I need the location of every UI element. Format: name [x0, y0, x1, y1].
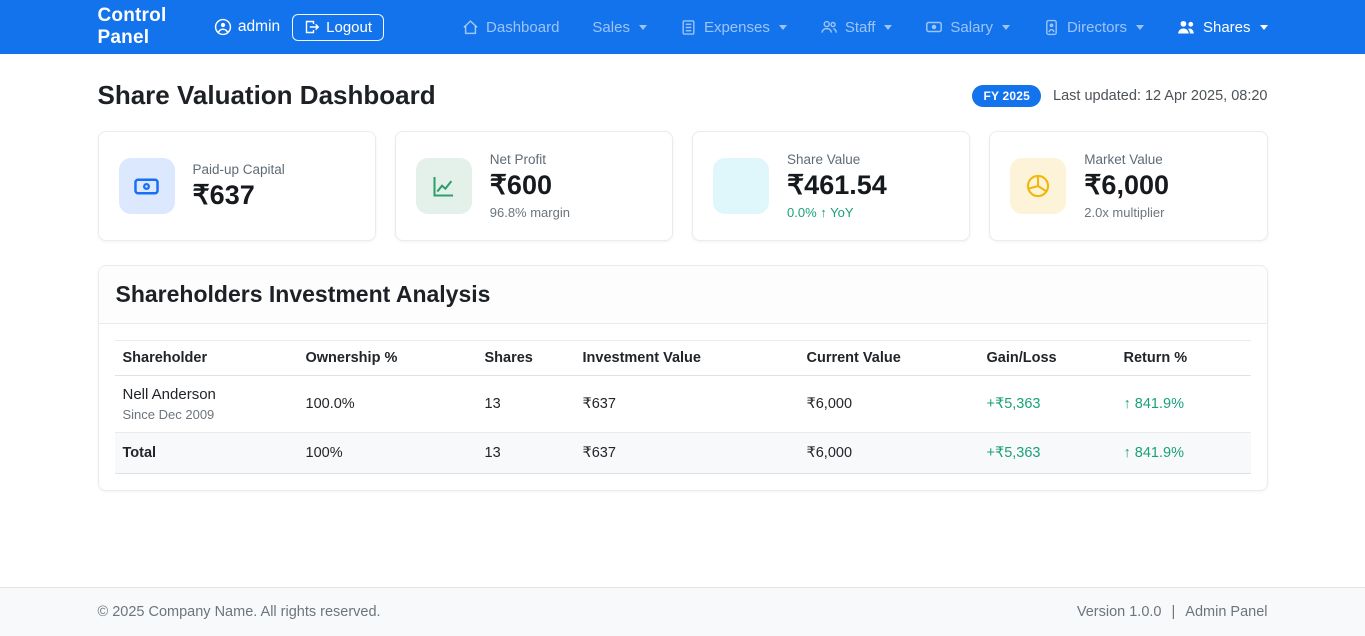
chevron-down-icon — [1260, 25, 1268, 30]
chevron-down-icon — [1136, 25, 1144, 30]
table-row: Nell Anderson Since Dec 2009 100.0% 13 ₹… — [115, 376, 1251, 433]
total-shares: 13 — [477, 433, 575, 474]
chevron-down-icon — [884, 25, 892, 30]
cell-gain: +₹5,363 — [979, 376, 1116, 433]
shareholder-since: Since Dec 2009 — [123, 407, 290, 422]
nav-label: Sales — [592, 19, 630, 36]
card-net-profit: Net Profit ₹600 96.8% margin — [395, 131, 673, 241]
stat-value: ₹637 — [193, 180, 285, 211]
nav-item-staff[interactable]: Staff — [820, 18, 893, 36]
cell-ownership: 100.0% — [298, 376, 477, 433]
page: Control Panel admin — [0, 0, 1365, 636]
people-fill-icon — [1177, 18, 1196, 37]
cash-icon — [925, 18, 943, 36]
card-paid-up-capital: Paid-up Capital ₹637 — [98, 131, 376, 241]
nav-label: Dashboard — [486, 19, 559, 36]
section-header: Shareholders Investment Analysis — [99, 266, 1267, 324]
nav-label: Expenses — [704, 19, 770, 36]
page-title: Share Valuation Dashboard — [98, 80, 436, 111]
fiscal-year-badge: FY 2025 — [972, 85, 1041, 107]
person-circle-icon — [214, 18, 232, 36]
shareholder-name: Nell Anderson — [123, 386, 290, 403]
cell-investment: ₹637 — [575, 376, 799, 433]
banknote-icon — [119, 158, 175, 214]
line-chart-icon — [416, 158, 472, 214]
nav-item-directors[interactable]: Directors — [1043, 19, 1144, 36]
stat-sub: 96.8% margin — [490, 205, 570, 220]
shareholders-section: Shareholders Investment Analysis Shareho… — [98, 265, 1268, 491]
user-menu[interactable]: admin — [214, 18, 280, 36]
stat-value: ₹461.54 — [787, 170, 887, 201]
col-ownership: Ownership % — [298, 341, 477, 376]
nav-item-shares[interactable]: Shares — [1177, 18, 1268, 37]
person-badge-icon — [1043, 19, 1060, 36]
logout-label: Logout — [326, 19, 372, 36]
footer-divider: | — [1172, 604, 1176, 620]
col-return: Return % — [1116, 341, 1251, 376]
top-navbar: Control Panel admin — [0, 0, 1365, 54]
chevron-down-icon — [639, 25, 647, 30]
stat-sub: 0.0% ↑ YoY — [787, 205, 887, 220]
nav-label: Shares — [1203, 19, 1251, 36]
user-name: admin — [238, 18, 280, 36]
col-shareholder: Shareholder — [115, 341, 298, 376]
cell-shares: 13 — [477, 376, 575, 433]
chevron-down-icon — [1002, 25, 1010, 30]
total-investment: ₹637 — [575, 433, 799, 474]
stat-label: Market Value — [1084, 152, 1169, 167]
main-nav: Dashboard Sales Expenses — [462, 18, 1267, 37]
version-text: Version 1.0.0 — [1077, 604, 1162, 620]
stat-cards-row: Paid-up Capital ₹637 Net Profit ₹600 96.… — [98, 131, 1268, 241]
nav-label: Directors — [1067, 19, 1127, 36]
nav-item-expenses[interactable]: Expenses — [680, 19, 787, 36]
stat-label: Paid-up Capital — [193, 162, 285, 177]
col-investment-value: Investment Value — [575, 341, 799, 376]
shareholders-table: Shareholder Ownership % Shares Investmen… — [115, 340, 1251, 474]
people-icon — [820, 18, 838, 36]
total-ownership: 100% — [298, 433, 477, 474]
nav-item-salary[interactable]: Salary — [925, 18, 1010, 36]
last-updated-text: Last updated: 12 Apr 2025, 08:20 — [1053, 88, 1267, 104]
app-brand[interactable]: Control Panel — [98, 5, 200, 49]
logout-icon — [304, 19, 320, 35]
stat-value: ₹6,000 — [1084, 170, 1169, 201]
stat-value: ₹600 — [490, 170, 570, 201]
col-shares: Shares — [477, 341, 575, 376]
col-current-value: Current Value — [799, 341, 979, 376]
logout-button[interactable]: Logout — [292, 14, 384, 41]
admin-panel-link[interactable]: Admin Panel — [1185, 604, 1267, 620]
nav-item-dashboard[interactable]: Dashboard — [462, 19, 559, 36]
share-value-icon — [713, 158, 769, 214]
nav-item-sales[interactable]: Sales — [592, 19, 647, 36]
list-icon — [680, 19, 697, 36]
table-header-row: Shareholder Ownership % Shares Investmen… — [115, 341, 1251, 376]
cell-return: ↑ 841.9% — [1116, 376, 1251, 433]
nav-label: Staff — [845, 19, 876, 36]
section-title: Shareholders Investment Analysis — [116, 281, 1250, 308]
stat-label: Net Profit — [490, 152, 570, 167]
card-market-value: Market Value ₹6,000 2.0x multiplier — [989, 131, 1267, 241]
card-share-value: Share Value ₹461.54 0.0% ↑ YoY — [692, 131, 970, 241]
total-gain: +₹5,363 — [979, 433, 1116, 474]
total-current: ₹6,000 — [799, 433, 979, 474]
total-label: Total — [115, 433, 298, 474]
total-return: ↑ 841.9% — [1116, 433, 1251, 474]
stat-sub: 2.0x multiplier — [1084, 205, 1169, 220]
page-footer: © 2025 Company Name. All rights reserved… — [0, 587, 1365, 636]
col-gain-loss: Gain/Loss — [979, 341, 1116, 376]
stat-label: Share Value — [787, 152, 887, 167]
page-header: Share Valuation Dashboard FY 2025 Last u… — [98, 80, 1268, 111]
copyright-text: © 2025 Company Name. All rights reserved… — [98, 604, 381, 620]
chevron-down-icon — [779, 25, 787, 30]
nav-label: Salary — [950, 19, 993, 36]
home-icon — [462, 19, 479, 36]
pie-chart-icon — [1010, 158, 1066, 214]
table-total-row: Total 100% 13 ₹637 ₹6,000 +₹5,363 ↑ 841.… — [115, 433, 1251, 474]
cell-current: ₹6,000 — [799, 376, 979, 433]
